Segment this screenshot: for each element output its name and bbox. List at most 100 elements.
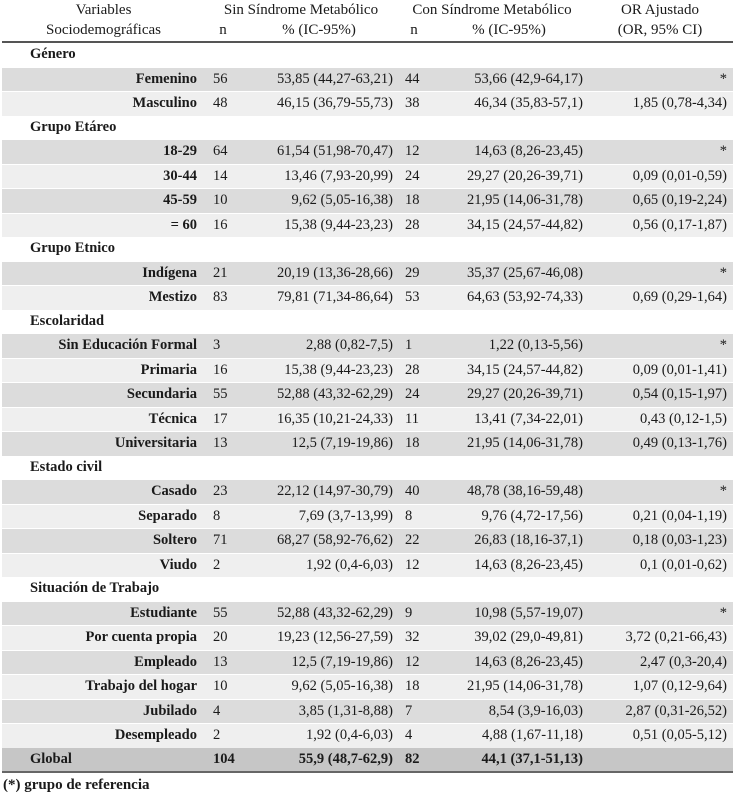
- header-row-1: Variables Sin Síndrome Metabólico Con Sí…: [2, 0, 733, 20]
- n-sin: 2: [205, 552, 241, 577]
- pct-con: 46,34 (35,83-57,1): [431, 91, 587, 116]
- or-ajustado: 0,21 (0,04-1,19): [587, 503, 733, 529]
- row-label: Universitaria: [2, 431, 205, 456]
- table-row: Indígena 21 20,19 (13,36-28,66) 29 35,37 (25…: [2, 260, 733, 286]
- pct-con: 14,63 (8,26-23,45): [431, 649, 587, 675]
- n-con: 9: [397, 600, 431, 626]
- table-row: Desempleado 2 1,92 (0,4-6,03) 4 4,88 (1,67-1…: [2, 723, 733, 748]
- pct-con: 64,63 (53,92-74,33): [431, 285, 587, 310]
- row-label: Sin Educación Formal: [2, 333, 205, 358]
- header-sin-sindrome: Sin Síndrome Metabólico: [223, 1, 379, 18]
- table-row: 45-59 10 9,62 (5,05-16,38) 18 21,95 (14,06-3…: [2, 188, 733, 213]
- n-sin: 13: [205, 649, 241, 675]
- or-ajustado: *: [587, 66, 733, 92]
- or-ajustado: 0,69 (0,29-1,64): [587, 285, 733, 310]
- pct-sin: 12,5 (7,19-19,86): [241, 649, 397, 675]
- header-pct-con: % (IC-95%): [431, 20, 587, 43]
- or-ajustado: *: [587, 479, 733, 504]
- row-label: Indígena: [2, 260, 205, 286]
- row-label: 45-59: [2, 188, 205, 213]
- n-sin: 8: [205, 503, 241, 529]
- header-con-sindrome: Con Síndrome Metabólico: [412, 1, 572, 18]
- n-con: 12: [397, 552, 431, 577]
- n-con: 24: [397, 163, 431, 189]
- pct-con: 1,22 (0,13-5,56): [431, 333, 587, 358]
- table-row: Técnica 17 16,35 (10,21-24,33) 11 13,41 (7,3…: [2, 406, 733, 432]
- row-label: Estudiante: [2, 600, 205, 626]
- n-sin: 13: [205, 431, 241, 456]
- row-label: Masculino: [2, 91, 205, 116]
- row-label: Separado: [2, 503, 205, 529]
- n-sin: 20: [205, 625, 241, 650]
- row-label: Primaria: [2, 357, 205, 383]
- or-ajustado: 0,51 (0,05-5,12): [587, 723, 733, 748]
- table-row: Por cuenta propia 20 19,23 (12,56-27,59) 32…: [2, 625, 733, 650]
- or-ajustado: 3,72 (0,21-66,43): [587, 625, 733, 650]
- n-con: 18: [397, 431, 431, 456]
- table-row: Jubilado 4 3,85 (1,31-8,88) 7 8,54 (3,9-16,0…: [2, 698, 733, 724]
- n-sin: 23: [205, 479, 241, 504]
- pct-sin: 61,54 (51,98-70,47): [241, 139, 397, 164]
- pct-con: 10,98 (5,57-19,07): [431, 600, 587, 626]
- n-sin: 55: [205, 600, 241, 626]
- n-con: 44: [397, 66, 431, 92]
- pct-con: 44,1 (37,1-51,13): [431, 747, 587, 773]
- n-sin: 4: [205, 698, 241, 724]
- n-con: 18: [397, 674, 431, 699]
- n-sin: 16: [205, 212, 241, 237]
- pct-con: 8,54 (3,9-16,03): [431, 698, 587, 724]
- n-sin: 16: [205, 357, 241, 383]
- pct-con: 34,15 (24,57-44,82): [431, 212, 587, 237]
- n-con: 4: [397, 723, 431, 748]
- n-sin: 3: [205, 333, 241, 358]
- table-row: Global 104 55,9 (48,7-62,9) 82 44,1 (37,1-51…: [2, 747, 733, 773]
- pct-con: 53,66 (42,9-64,17): [431, 66, 587, 92]
- or-ajustado: 0,18 (0,03-1,23): [587, 528, 733, 553]
- pct-con: 4,88 (1,67-11,18): [431, 723, 587, 748]
- footnote: (*) grupo de referencia: [3, 777, 150, 793]
- table-row: Universitaria 13 12,5 (7,19-19,86) 18 21,95 …: [2, 431, 733, 456]
- n-con: 38: [397, 91, 431, 116]
- pct-sin: 12,5 (7,19-19,86): [241, 431, 397, 456]
- n-con: 11: [397, 406, 431, 432]
- table-row: 18-29 64 61,54 (51,98-70,47) 12 14,63 (8,26-…: [2, 139, 733, 164]
- n-sin: 55: [205, 382, 241, 407]
- n-con: 82: [397, 747, 431, 773]
- table-body: Género Femenino 56 53,85 (44,27-63,21) 44 53,…: [2, 42, 733, 773]
- table-row: Secundaria 55 52,88 (43,32-62,29) 24 29,27 (…: [2, 382, 733, 407]
- n-sin: 48: [205, 91, 241, 116]
- n-con: 28: [397, 357, 431, 383]
- table-row: Casado 23 22,12 (14,97-30,79) 40 48,78 (38,1…: [2, 479, 733, 504]
- n-con: 29: [397, 260, 431, 286]
- table-row: Femenino 56 53,85 (44,27-63,21) 44 53,66 (42…: [2, 66, 733, 92]
- row-label: Jubilado: [2, 698, 205, 724]
- row-label: = 60: [2, 212, 205, 237]
- row-label: Global: [2, 747, 205, 773]
- group-header-row: Género: [2, 42, 733, 67]
- or-ajustado: *: [587, 600, 733, 626]
- pct-sin: 1,92 (0,4-6,03): [241, 723, 397, 748]
- row-label: Soltero: [2, 528, 205, 553]
- group-title: Género: [2, 42, 733, 67]
- pct-sin: 3,85 (1,31-8,88): [241, 698, 397, 724]
- row-label: Viudo: [2, 552, 205, 577]
- table-row: Viudo 2 1,92 (0,4-6,03) 12 14,63 (8,26-23,45…: [2, 552, 733, 577]
- row-label: Desempleado: [2, 723, 205, 748]
- n-sin: 10: [205, 674, 241, 699]
- pct-sin: 53,85 (44,27-63,21): [241, 66, 397, 92]
- or-ajustado: 0,65 (0,19-2,24): [587, 188, 733, 213]
- or-ajustado: 0,54 (0,15-1,97): [587, 382, 733, 407]
- row-label: Mestizo: [2, 285, 205, 310]
- sociodemographic-table: Variables Sin Síndrome Metabólico Con Sí…: [2, 0, 733, 773]
- pct-con: 14,63 (8,26-23,45): [431, 552, 587, 577]
- pct-con: 29,27 (20,26-39,71): [431, 163, 587, 189]
- n-con: 22: [397, 528, 431, 553]
- table-row: Masculino 48 46,15 (36,79-55,73) 38 46,34 (3…: [2, 91, 733, 116]
- n-sin: 71: [205, 528, 241, 553]
- header-sociodemograficas: Sociodemográficas: [2, 20, 205, 43]
- or-ajustado: 2,47 (0,3-20,4): [587, 649, 733, 675]
- or-ajustado: *: [587, 139, 733, 164]
- pct-sin: 15,38 (9,44-23,23): [241, 212, 397, 237]
- row-label: 18-29: [2, 139, 205, 164]
- n-sin: 104: [205, 747, 241, 773]
